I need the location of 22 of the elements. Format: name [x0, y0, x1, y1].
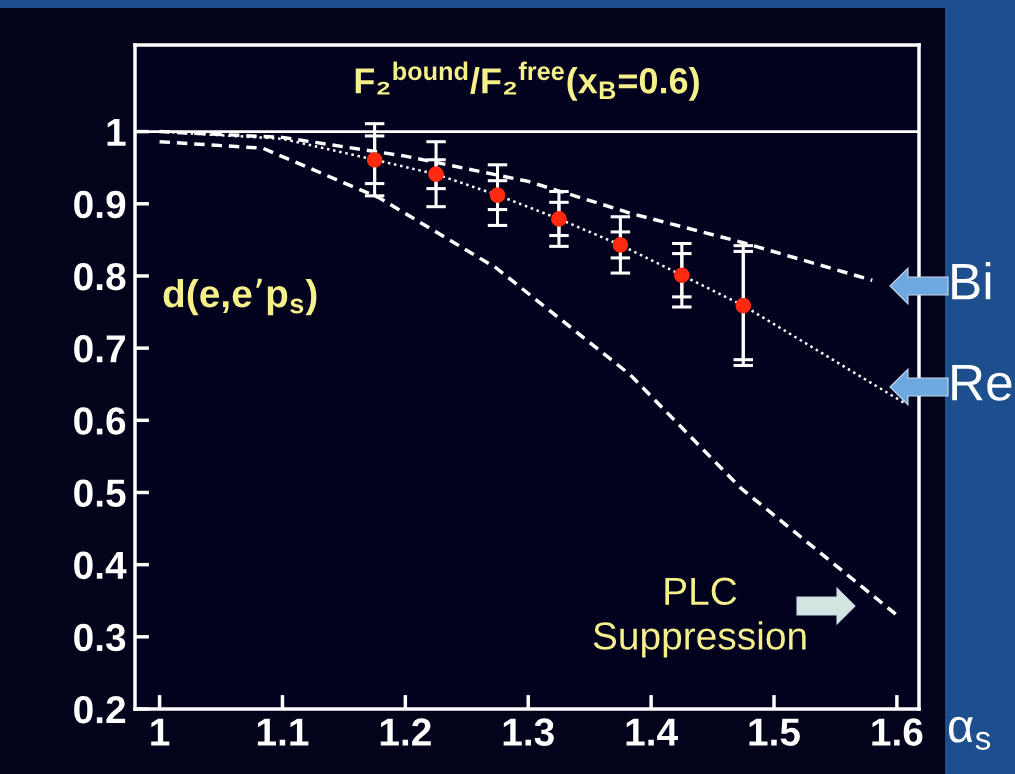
y-tick-label: 0.8	[74, 262, 126, 291]
x-tick-label: 1.2	[380, 718, 431, 746]
y-tick-label: 1	[107, 118, 126, 146]
x-tick-label: 1.1	[257, 718, 309, 746]
y-tick-label: 0.5	[74, 479, 126, 507]
x-tick-label: 1.5	[749, 718, 800, 746]
text: Re	[952, 364, 1012, 401]
y-tick-label: 0.4	[74, 551, 127, 580]
x-axis-title: α$_{s}$	[948, 716, 991, 750]
x-tick-label: 1.4	[626, 718, 678, 746]
x-tick-label: 1.3	[503, 718, 554, 746]
annotation: PLC Suppression	[593, 577, 806, 658]
text: Bi	[952, 262, 991, 300]
y-tick-label: 0.6	[74, 407, 126, 435]
y-tick-label: 0.2	[74, 695, 126, 724]
text: F₂$^{bound}$/F₂$^{free}$(x$_{B}$=0.6)	[355, 61, 699, 101]
x-tick-label: 1.6	[872, 718, 923, 746]
y-tick-label: 0.9	[74, 190, 126, 219]
y-tick-label: 0.7	[74, 335, 125, 363]
y-tick-label: 0.3	[74, 623, 126, 652]
x-tick-label: 1	[151, 718, 170, 746]
annotation: d(e,e’p$_{s}$)	[163, 278, 317, 316]
